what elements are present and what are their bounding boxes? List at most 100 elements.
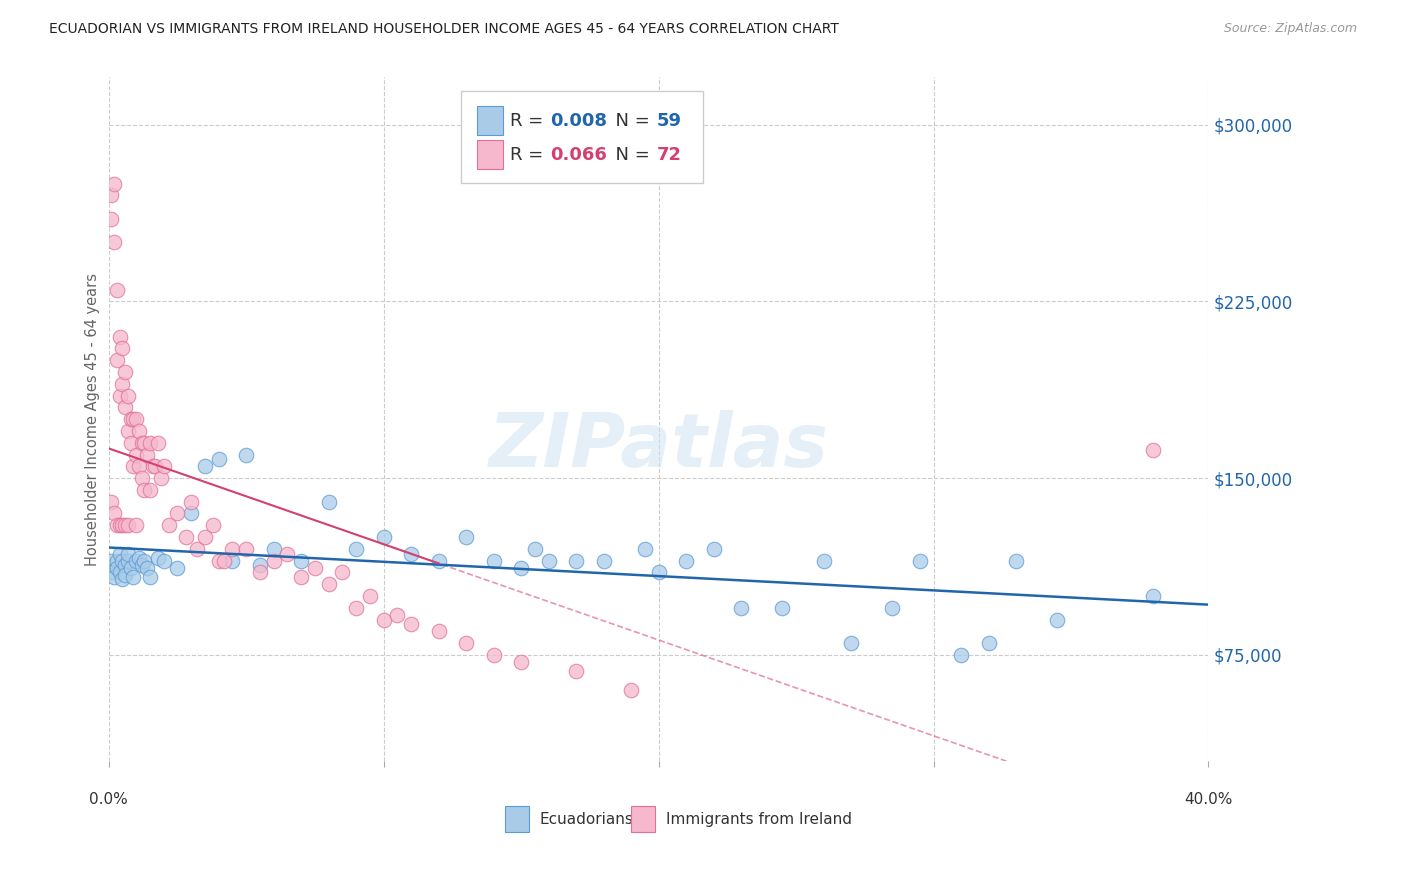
Point bbox=[139, 570, 162, 584]
Point bbox=[103, 235, 125, 250]
Point bbox=[482, 554, 505, 568]
Point bbox=[565, 665, 588, 679]
FancyBboxPatch shape bbox=[461, 91, 703, 184]
Point bbox=[186, 541, 208, 556]
Point bbox=[114, 518, 136, 533]
Point bbox=[139, 483, 162, 497]
Point bbox=[117, 547, 139, 561]
Point bbox=[114, 401, 136, 415]
Bar bbox=[631, 806, 655, 832]
Point bbox=[131, 435, 153, 450]
Point bbox=[111, 573, 134, 587]
Point bbox=[454, 530, 477, 544]
Point bbox=[304, 560, 326, 574]
Point bbox=[125, 448, 148, 462]
Point bbox=[263, 541, 285, 556]
Text: 59: 59 bbox=[657, 112, 682, 129]
Point bbox=[1142, 589, 1164, 603]
Point bbox=[647, 566, 669, 580]
Point bbox=[675, 554, 697, 568]
Point bbox=[149, 471, 172, 485]
Point bbox=[108, 566, 131, 580]
Point bbox=[120, 435, 142, 450]
Point bbox=[194, 459, 217, 474]
Point bbox=[100, 554, 122, 568]
Text: ECUADORIAN VS IMMIGRANTS FROM IRELAND HOUSEHOLDER INCOME AGES 45 - 64 YEARS CORR: ECUADORIAN VS IMMIGRANTS FROM IRELAND HO… bbox=[49, 22, 839, 37]
Point bbox=[108, 329, 131, 343]
Point bbox=[114, 567, 136, 582]
Point bbox=[117, 518, 139, 533]
Point bbox=[202, 518, 225, 533]
Point bbox=[105, 518, 128, 533]
Point bbox=[174, 530, 197, 544]
Point bbox=[263, 554, 285, 568]
Point bbox=[114, 365, 136, 379]
Point bbox=[950, 648, 973, 662]
Y-axis label: Householder Income Ages 45 - 64 years: Householder Income Ages 45 - 64 years bbox=[86, 273, 100, 566]
Point bbox=[537, 554, 560, 568]
Point bbox=[207, 452, 229, 467]
Point bbox=[117, 389, 139, 403]
Point bbox=[523, 541, 546, 556]
Bar bbox=[477, 106, 503, 135]
Point bbox=[111, 554, 134, 568]
Point bbox=[510, 560, 533, 574]
Point bbox=[592, 554, 614, 568]
Point bbox=[482, 648, 505, 662]
Point bbox=[131, 558, 153, 573]
Point bbox=[1142, 442, 1164, 457]
Point bbox=[145, 459, 167, 474]
Point bbox=[565, 554, 588, 568]
Point bbox=[152, 554, 174, 568]
Point bbox=[1046, 613, 1069, 627]
Point bbox=[122, 459, 145, 474]
Point bbox=[620, 683, 643, 698]
Point bbox=[276, 547, 298, 561]
Point bbox=[207, 554, 229, 568]
Point bbox=[427, 624, 450, 639]
Point bbox=[221, 541, 243, 556]
Point bbox=[290, 554, 312, 568]
Point bbox=[125, 412, 148, 426]
Point bbox=[108, 518, 131, 533]
Point bbox=[100, 188, 122, 202]
Point bbox=[146, 551, 169, 566]
Text: 40.0%: 40.0% bbox=[1184, 791, 1233, 806]
Text: Source: ZipAtlas.com: Source: ZipAtlas.com bbox=[1223, 22, 1357, 36]
Point bbox=[510, 655, 533, 669]
Point bbox=[136, 560, 159, 574]
Point bbox=[166, 560, 188, 574]
Text: 0.0%: 0.0% bbox=[89, 791, 128, 806]
Point bbox=[427, 554, 450, 568]
Point bbox=[399, 617, 422, 632]
Point bbox=[359, 589, 381, 603]
Point bbox=[100, 211, 122, 226]
Text: R =: R = bbox=[510, 145, 550, 163]
Point bbox=[235, 541, 257, 556]
Point bbox=[399, 547, 422, 561]
Point bbox=[373, 530, 395, 544]
Point bbox=[128, 424, 150, 438]
Point bbox=[235, 448, 257, 462]
Point bbox=[908, 554, 931, 568]
Bar bbox=[505, 806, 529, 832]
Point bbox=[117, 424, 139, 438]
Point bbox=[120, 560, 142, 574]
Point bbox=[139, 435, 162, 450]
Point bbox=[105, 353, 128, 368]
Text: Ecuadorians: Ecuadorians bbox=[540, 812, 634, 827]
Point bbox=[157, 518, 180, 533]
Text: 72: 72 bbox=[657, 145, 682, 163]
Point bbox=[813, 554, 835, 568]
Point bbox=[108, 547, 131, 561]
Point bbox=[702, 541, 724, 556]
Text: N =: N = bbox=[603, 145, 655, 163]
Point bbox=[100, 566, 122, 580]
Bar bbox=[477, 140, 503, 169]
Point bbox=[454, 636, 477, 650]
Point bbox=[634, 541, 657, 556]
Point bbox=[344, 541, 367, 556]
Text: R =: R = bbox=[510, 112, 550, 129]
Point bbox=[136, 448, 159, 462]
Point bbox=[212, 554, 235, 568]
